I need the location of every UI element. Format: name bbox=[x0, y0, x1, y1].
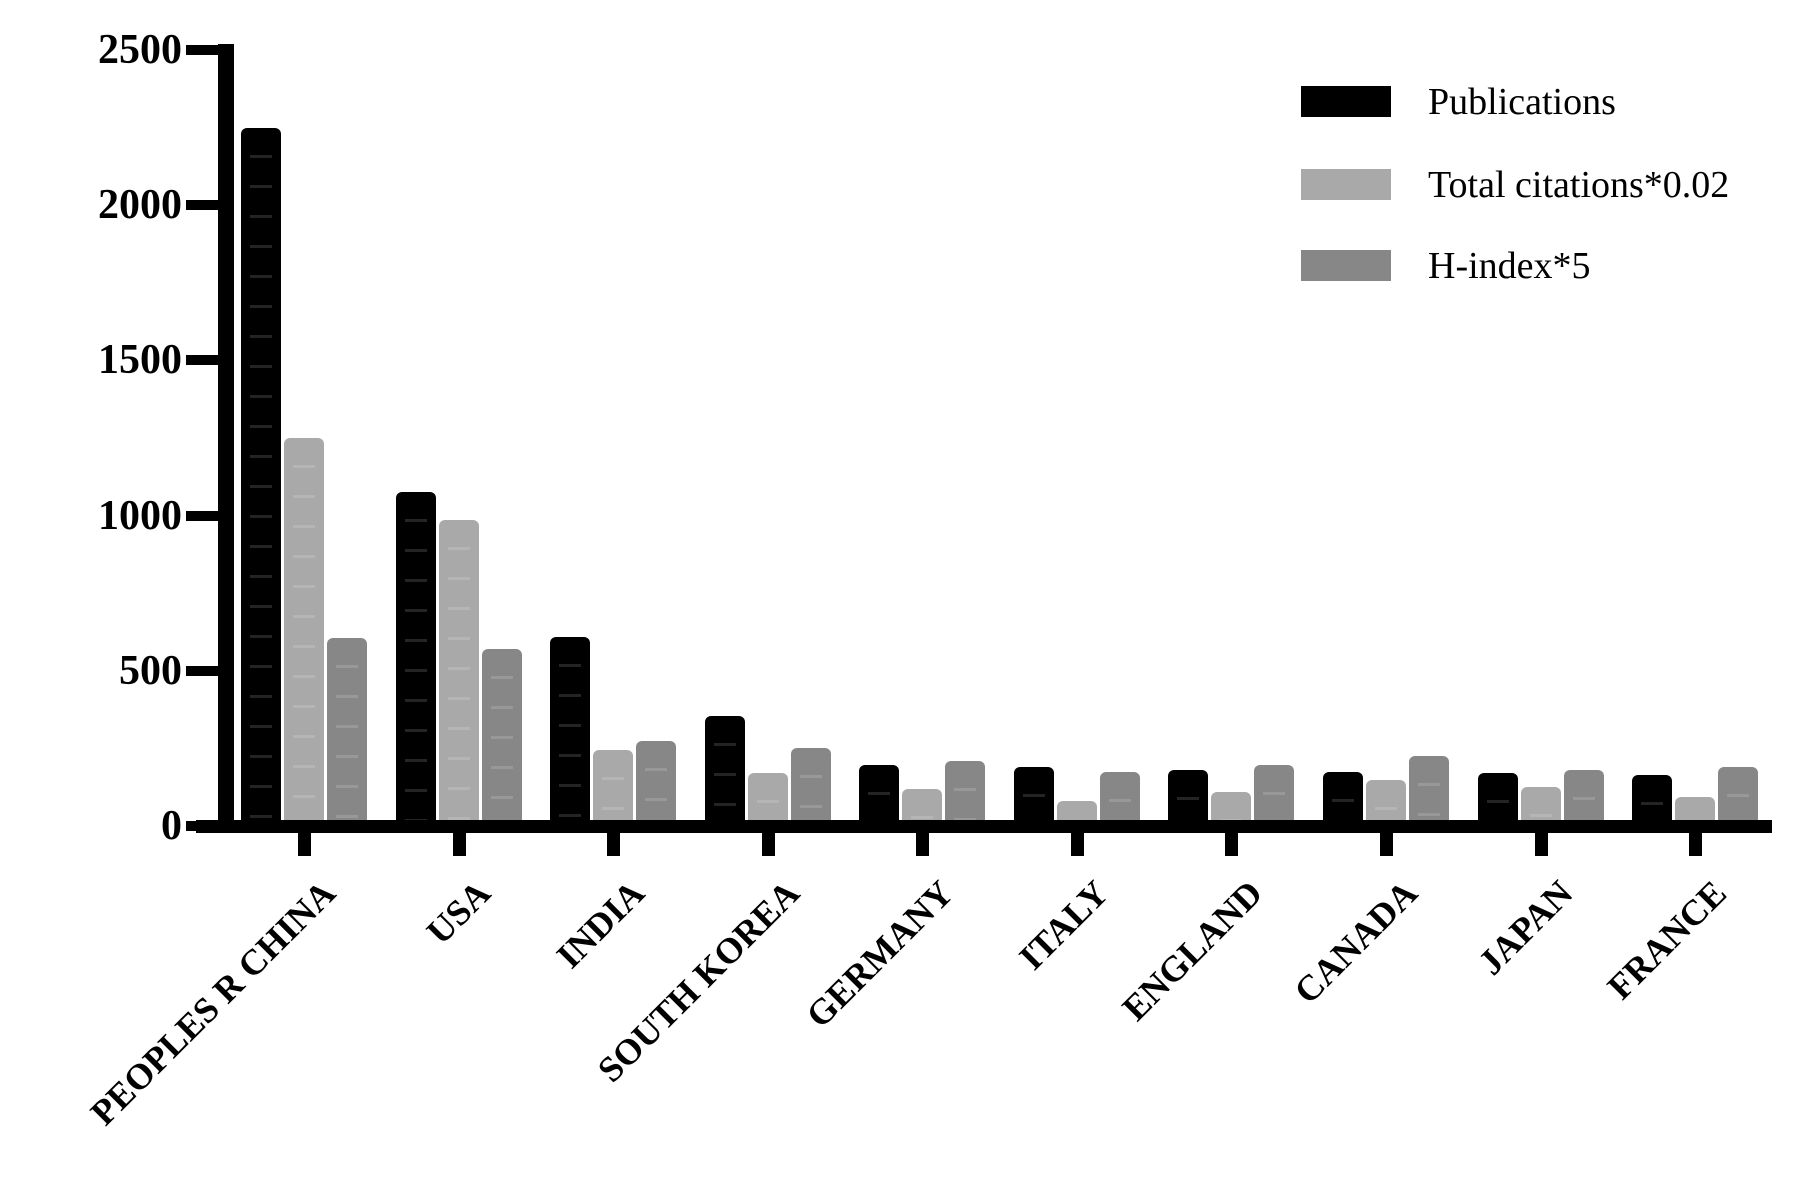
bar-publications-england bbox=[1168, 770, 1208, 826]
x-tick-germany bbox=[916, 833, 929, 856]
bar-publications-india bbox=[550, 637, 590, 826]
legend-label-publications: Publications bbox=[1428, 80, 1616, 123]
bar-publications-usa bbox=[396, 492, 436, 826]
legend-label-h-index: H-index*5 bbox=[1428, 244, 1591, 287]
y-tick-1000 bbox=[186, 510, 218, 521]
legend-swatch-publications bbox=[1301, 86, 1391, 117]
bar-h-index-5-peoples-r-china bbox=[327, 638, 367, 826]
legend-label-total-citations: Total citations*0.02 bbox=[1428, 163, 1730, 206]
bar-total-citations-0-02-germany bbox=[902, 789, 942, 826]
bar-h-index-5-india bbox=[636, 741, 676, 826]
bar-publications-japan bbox=[1478, 773, 1518, 826]
x-axis-label-usa: USA bbox=[418, 872, 498, 952]
bar-h-index-5-italy bbox=[1100, 772, 1140, 826]
bar-h-index-5-south-korea bbox=[791, 748, 831, 826]
legend-swatch-h-index bbox=[1301, 250, 1391, 281]
y-tick-2500 bbox=[186, 45, 218, 55]
legend-swatch-total-citations bbox=[1301, 169, 1391, 200]
legend-item-publications: Publications bbox=[1301, 83, 1616, 121]
x-tick-france bbox=[1689, 833, 1702, 856]
x-axis-label-germany: GERMANY bbox=[798, 872, 961, 1036]
x-tick-england bbox=[1225, 833, 1238, 856]
y-tick-label-2500: 2500 bbox=[98, 27, 182, 73]
x-tick-italy bbox=[1071, 833, 1084, 856]
x-tick-south-korea bbox=[762, 833, 775, 856]
x-tick-india bbox=[607, 833, 620, 856]
y-axis-line bbox=[218, 44, 234, 833]
legend-item-h-index: H-index*5 bbox=[1301, 247, 1591, 285]
x-tick-usa bbox=[453, 833, 466, 856]
bar-h-index-5-france bbox=[1718, 767, 1758, 826]
x-axis-label-canada: CANADA bbox=[1286, 872, 1425, 1012]
bar-publications-south-korea bbox=[705, 716, 745, 826]
x-axis-label-peoples-r-china: PEOPLES R CHINA bbox=[82, 872, 343, 1133]
bar-publications-canada bbox=[1323, 772, 1363, 826]
y-tick-label-1000: 1000 bbox=[98, 492, 182, 539]
bar-publications-italy bbox=[1014, 767, 1054, 826]
y-tick-500 bbox=[186, 665, 218, 676]
bar-total-citations-0-02-peoples-r-china bbox=[284, 438, 324, 826]
x-axis-label-italy: ITALY bbox=[1011, 872, 1116, 978]
y-tick-label-500: 500 bbox=[119, 647, 182, 694]
y-tick-label-0: 0 bbox=[161, 803, 182, 849]
bar-total-citations-0-02-canada bbox=[1366, 780, 1406, 826]
x-tick-japan bbox=[1535, 833, 1548, 856]
bar-h-index-5-england bbox=[1254, 765, 1294, 826]
bar-h-index-5-usa bbox=[482, 649, 522, 826]
bar-h-index-5-japan bbox=[1564, 770, 1604, 826]
x-tick-peoples-r-china bbox=[298, 833, 311, 856]
x-axis-label-england: ENGLAND bbox=[1114, 872, 1270, 1029]
x-axis-label-japan: JAPAN bbox=[1470, 872, 1580, 983]
bar-h-index-5-germany bbox=[945, 761, 985, 826]
x-axis-label-india: INDIA bbox=[548, 872, 652, 976]
x-axis-line bbox=[196, 820, 1772, 833]
y-tick-label-2000: 2000 bbox=[98, 182, 182, 229]
y-tick-2000 bbox=[186, 200, 218, 211]
x-axis-label-france: FRANCE bbox=[1599, 872, 1734, 1008]
bar-publications-germany bbox=[859, 765, 899, 826]
y-tick-label-1500: 1500 bbox=[98, 337, 182, 384]
legend-item-total-citations: Total citations*0.02 bbox=[1301, 166, 1729, 204]
bar-total-citations-0-02-japan bbox=[1521, 787, 1561, 826]
bar-publications-france bbox=[1632, 775, 1672, 826]
x-tick-canada bbox=[1380, 833, 1393, 856]
bar-total-citations-0-02-south-korea bbox=[748, 773, 788, 826]
bar-h-index-5-canada bbox=[1409, 756, 1449, 826]
y-tick-1500 bbox=[186, 355, 218, 366]
bar-total-citations-0-02-usa bbox=[439, 520, 479, 826]
bar-total-citations-0-02-india bbox=[593, 750, 633, 826]
bar-publications-peoples-r-china bbox=[241, 128, 281, 826]
